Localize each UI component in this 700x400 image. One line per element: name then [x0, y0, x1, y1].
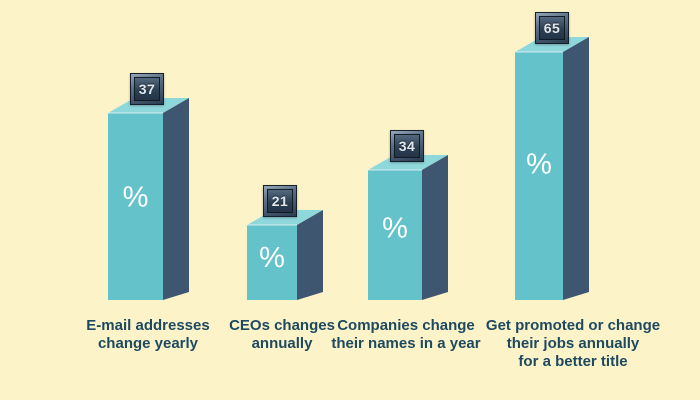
bar-top-face	[247, 210, 323, 225]
bar-top-face	[108, 98, 189, 113]
value-badge-panel: 21	[267, 189, 293, 213]
percent-symbol: %	[123, 182, 149, 214]
value-badge-number: 21	[271, 193, 289, 209]
bar-label: E-mail addresses change yearly	[48, 317, 248, 353]
bar-label: CEOs changes annually	[182, 317, 382, 353]
value-badge-number: 34	[398, 138, 416, 154]
bar-side-face	[422, 155, 448, 300]
bar-side-face	[297, 210, 323, 300]
value-badge-panel: 34	[394, 134, 420, 158]
bar-front-face	[368, 170, 422, 300]
bar-label-line: E-mail addresses	[86, 317, 210, 334]
percent-symbol: %	[259, 242, 285, 274]
bar-label-line: their names in a year	[331, 335, 481, 352]
value-badge-panel: 37	[134, 77, 160, 101]
bar-label: Get promoted or change their jobs annuall…	[473, 317, 673, 371]
bar-label-line: annually	[251, 335, 313, 352]
value-badge: 65	[535, 12, 569, 44]
bar-top-face	[515, 37, 589, 52]
bar-front-face	[247, 225, 297, 300]
bar-label-line: CEOs changes	[229, 317, 335, 334]
value-badge-number: 65	[543, 20, 561, 36]
percent-symbol: %	[526, 149, 552, 181]
bar-front-face	[515, 52, 563, 300]
value-badge: 21	[263, 185, 297, 217]
value-badge: 34	[390, 130, 424, 162]
bar-label-line: change yearly	[97, 335, 199, 352]
bar-label: Companies change their names in a year	[306, 317, 506, 353]
bar-label-line: their jobs annually	[506, 335, 640, 352]
bar-label-line: for a better title	[518, 353, 628, 370]
bar-front-face	[108, 113, 163, 300]
value-badge-number: 37	[138, 81, 156, 97]
value-badge: 37	[130, 73, 164, 105]
bar-top-face	[368, 155, 448, 170]
value-badge-panel: 65	[539, 16, 565, 40]
bar-side-face	[563, 37, 589, 300]
bar-side-face	[163, 98, 189, 300]
bar-label-line: Get promoted or change	[485, 317, 661, 334]
bar-label-line: Companies change	[337, 317, 475, 334]
percent-symbol: %	[382, 212, 408, 244]
